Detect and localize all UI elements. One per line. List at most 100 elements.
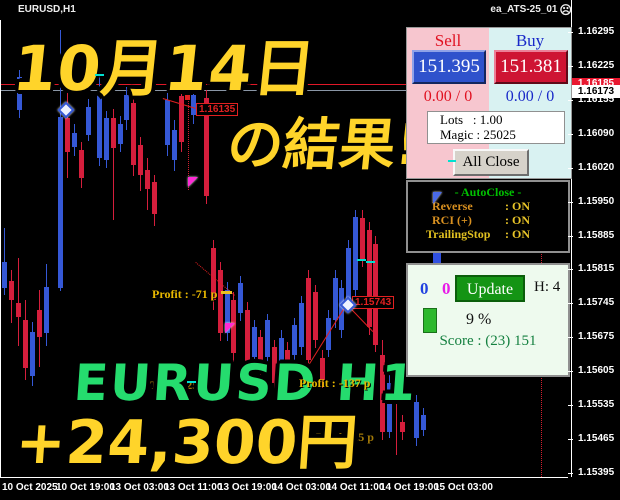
price-axis-tick [568,134,573,135]
reverse-label: Reverse [432,199,473,213]
candlestick [2,262,7,288]
candlestick [104,118,109,160]
candlestick [131,103,136,165]
autoclose-row-reverse: Reverse : ON [432,199,530,214]
candlestick [124,95,129,120]
update-button[interactable]: Update [455,275,525,302]
h-count-label: H: 4 [534,279,561,295]
trailingstop-label: TrailingStop [426,227,491,241]
price-axis-label: 1.15885 [578,230,615,241]
price-axis-tick [568,303,573,304]
candlestick [165,100,170,145]
time-axis: 10 Oct 2025 10 Oct 19:00 13 Oct 03:00 13 Oc… [0,478,620,500]
candlestick [172,130,177,160]
candlestick [145,170,150,189]
autoclose-title: - AutoClose - [454,185,522,199]
candlestick [16,303,21,317]
price-axis-label: 1.16090 [578,128,615,139]
candlestick [211,248,216,300]
ea-name-text: ea_ATS-25_01 [490,4,558,15]
candlestick [9,281,14,300]
time-axis-label: 10 Oct 19:00 [56,482,115,493]
candlestick [44,287,49,333]
panel-connector [433,253,441,263]
price-axis-label: 1.16155 [578,94,615,105]
progress-bar [423,308,437,333]
chart-border-left [0,20,1,477]
candlestick [79,150,84,178]
price-axis-label: 1.16225 [578,60,615,71]
time-axis-label: 14 Oct 19:00 [380,482,439,493]
candlestick [238,283,243,313]
rci-value: : ON [505,213,530,227]
candlestick [414,402,419,438]
bid-price-box: 1.16173 [572,85,620,98]
sell-label: Sell [434,31,462,50]
promo-profit-text: +24,300円 [13,408,360,478]
price-axis-tick [568,269,573,270]
time-axis-label: 15 Oct 03:00 [434,482,493,493]
candlestick [400,422,405,432]
candlestick [111,118,116,148]
candlestick [118,124,123,144]
candlestick [299,303,304,347]
candlestick [72,133,77,147]
buy-stats: 0.00 / 0 [505,88,555,105]
promo-date-text: 10月14日 [9,32,320,105]
candlestick [225,290,230,333]
candlestick [37,310,42,337]
price-axis-label: 1.15535 [578,399,615,410]
candlestick [138,145,143,175]
candlestick [179,96,184,142]
ea-status-face-icon: ☹ [559,2,572,17]
candlestick [292,325,297,355]
profit-dash-marker [221,291,232,294]
time-axis-label: 14 Oct 11:00 [326,482,385,493]
all-close-button[interactable]: All Close [453,149,529,176]
autoclose-panel: - AutoClose - Reverse : ON RCI (+) : ON … [406,180,570,253]
price-axis-label: 1.15605 [578,365,615,376]
total-pips-label-2: Total : 15 p [316,430,374,444]
cyan-tick-marker [448,160,456,162]
candlestick [360,218,365,261]
candlestick [394,383,399,400]
price-axis-tick [568,405,573,406]
candlestick [339,288,344,330]
candlestick [23,320,28,368]
candlestick [86,107,91,135]
trade-panel: Sell Buy 151.395 151.381 0.00 / 0 0.00 /… [406,27,572,179]
sell-stats: 0.00 / 0 [423,88,473,105]
price-axis-tick [568,337,573,338]
candlestick [97,95,102,158]
candlestick [58,117,63,288]
price-axis-label: 1.15395 [578,467,615,478]
candlestick [279,338,284,362]
reverse-value: : ON [505,199,530,213]
trendline-handle [185,95,190,100]
candlestick [17,77,22,110]
price-axis-tick [568,439,573,440]
candlestick [191,95,196,115]
time-axis-label: 13 Oct 03:00 [110,482,169,493]
cursor-arrow-marker [433,192,442,204]
buy-price-button[interactable]: 151.381 [494,50,568,84]
sell-price-button[interactable]: 151.395 [412,50,486,84]
candlestick [285,350,290,380]
price-axis-separator [571,0,572,477]
count-right: 0 [442,279,451,298]
profit-label-2: Profit : -137 p [299,376,371,390]
cyan-tick-marker [357,259,366,261]
price-axis-label: 1.16020 [578,162,615,173]
price-axis-tick [568,371,573,372]
price-axis-tick [568,202,573,203]
bid-price-line [1,90,568,91]
candlestick [152,182,157,214]
period-separator [188,96,189,190]
lots-magic-box: Lots : 1.00 Magic : 25025 [427,111,565,144]
candlestick [333,278,338,320]
score-label: Score : (23) 151 [439,333,537,349]
autoclose-row-trailingstop: TrailingStop : ON [426,227,530,242]
trailingstop-value: : ON [505,227,530,241]
candlestick [204,98,209,196]
ea-name-label: ea_ATS-25_01 ☹ [490,2,572,17]
